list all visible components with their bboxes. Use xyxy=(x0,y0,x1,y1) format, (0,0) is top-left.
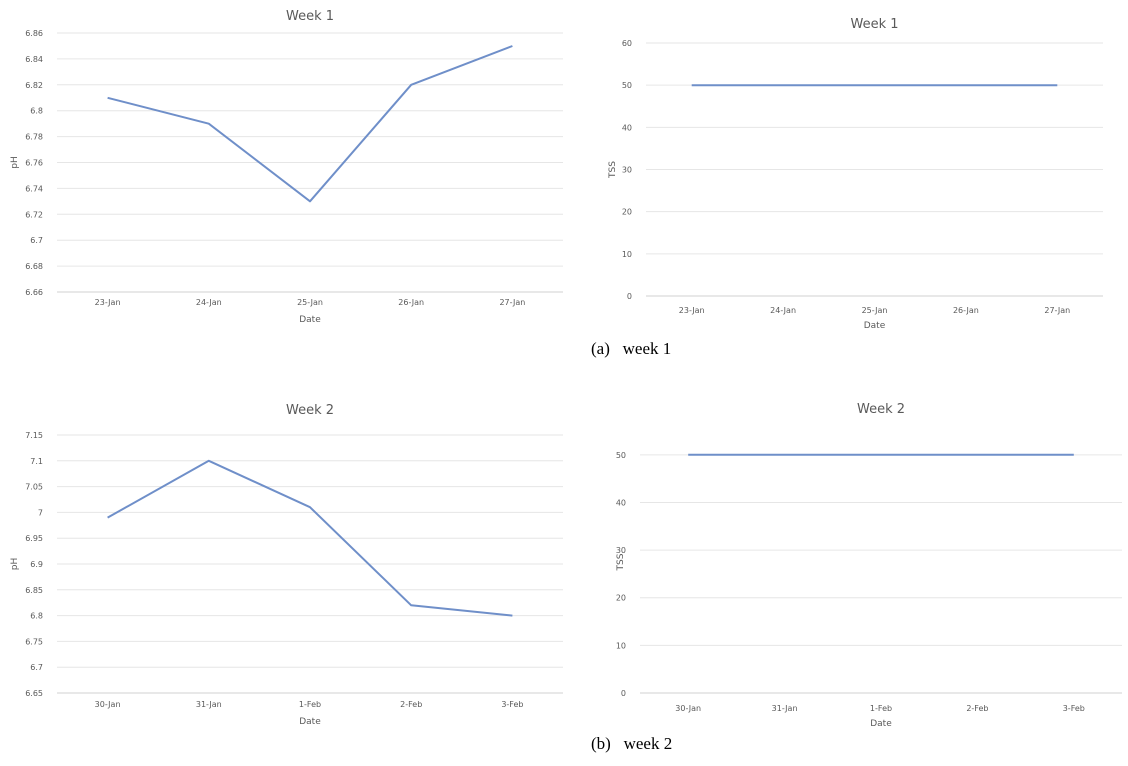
y-tick-label: 6.8 xyxy=(30,612,43,621)
caption-week-2: (b) week 2 xyxy=(591,734,673,753)
x-tick-label: 3-Feb xyxy=(501,700,523,709)
chart-title: Week 2 xyxy=(286,403,334,418)
y-tick-label: 6.7 xyxy=(30,663,43,672)
y-tick-label: 6.84 xyxy=(25,55,43,64)
x-tick-label: 26-Jan xyxy=(953,306,979,315)
x-tick-label: 1-Feb xyxy=(870,704,892,713)
y-tick-label: 40 xyxy=(622,123,632,132)
y-tick-label: 6.75 xyxy=(25,637,43,646)
y-tick-label: 40 xyxy=(616,498,626,507)
y-tick-label: 6.86 xyxy=(25,29,43,38)
y-tick-label: 6.65 xyxy=(25,689,43,698)
y-tick-label: 30 xyxy=(616,546,626,555)
x-tick-label: 27-Jan xyxy=(1044,306,1070,315)
x-axis-label: Date xyxy=(864,321,886,331)
y-tick-label: 6.78 xyxy=(25,133,43,142)
y-tick-label: 20 xyxy=(616,594,626,603)
y-axis-label: TSS xyxy=(608,161,618,179)
x-tick-label: 23-Jan xyxy=(679,306,705,315)
y-tick-label: 10 xyxy=(616,641,626,650)
y-tick-label: 7.15 xyxy=(25,431,43,440)
chart-week1-tss: 0 10 20 30 40 50 60 23-Jan 24-Jan 25-Jan 26-Jan 27-… xyxy=(608,17,1103,331)
y-tick-label: 7.05 xyxy=(25,483,43,492)
x-axis-label: Date xyxy=(870,719,892,729)
x-tick-label: 25-Jan xyxy=(862,306,888,315)
y-tick-label: 0 xyxy=(621,689,626,698)
x-axis-label: Date xyxy=(299,315,321,325)
x-axis-label: Date xyxy=(299,717,321,727)
caption-week-1: (a) week 1 xyxy=(591,339,672,358)
x-tick-label: 31-Jan xyxy=(772,704,798,713)
y-tick-label: 6.95 xyxy=(25,534,43,543)
x-tick-label: 1-Feb xyxy=(299,700,321,709)
y-tick-label: 6.7 xyxy=(30,236,43,245)
x-tick-label: 23-Jan xyxy=(95,298,121,307)
y-tick-label: 0 xyxy=(627,292,632,301)
y-tick-label: 6.82 xyxy=(25,81,43,90)
y-tick-label: 6.8 xyxy=(30,107,43,116)
y-tick-label: 6.74 xyxy=(25,184,43,193)
y-tick-label: 30 xyxy=(622,166,632,175)
y-tick-label: 50 xyxy=(616,451,626,460)
y-tick-label: 6.9 xyxy=(30,560,43,569)
y-tick-label: 6.85 xyxy=(25,586,43,595)
y-axis-label: TSS xyxy=(616,553,626,571)
x-tick-label: 24-Jan xyxy=(770,306,796,315)
chart-title: Week 1 xyxy=(286,9,334,24)
y-tick-label: 6.72 xyxy=(25,210,43,219)
x-tick-label: 27-Jan xyxy=(499,298,525,307)
y-tick-label: 10 xyxy=(622,250,632,259)
chart-title: Week 1 xyxy=(850,17,898,32)
y-tick-label: 50 xyxy=(622,81,632,90)
x-tick-label: 30-Jan xyxy=(675,704,701,713)
chart-week2-ph: 6.65 6.7 6.75 6.8 6.85 6.9 6.95 7 7.05 7.1 7.15 30-… xyxy=(10,403,563,727)
y-tick-label: 6.68 xyxy=(25,262,43,271)
y-tick-label: 60 xyxy=(622,39,632,48)
y-tick-label: 6.66 xyxy=(25,288,43,297)
chart-week2-tss: 0 10 20 30 40 50 30-Jan 31-Jan 1-Feb 2-Feb 3-Feb We… xyxy=(616,402,1122,729)
y-tick-label: 7.1 xyxy=(30,457,43,466)
x-tick-label: 2-Feb xyxy=(966,704,988,713)
chart-title: Week 2 xyxy=(857,402,905,417)
x-tick-label: 26-Jan xyxy=(398,298,424,307)
x-tick-label: 24-Jan xyxy=(196,298,222,307)
x-tick-label: 25-Jan xyxy=(297,298,323,307)
y-axis-label: pH xyxy=(10,156,20,168)
x-tick-label: 2-Feb xyxy=(400,700,422,709)
y-tick-label: 20 xyxy=(622,208,632,217)
y-tick-label: 7 xyxy=(38,508,43,517)
series-line xyxy=(107,459,513,617)
chart-week1-ph: 6.66 6.68 6.7 6.72 6.74 6.76 6.78 6.8 6.82 6.84 6.… xyxy=(10,9,563,325)
y-tick-label: 6.76 xyxy=(25,159,43,168)
x-tick-label: 3-Feb xyxy=(1063,704,1085,713)
series-line xyxy=(107,45,513,203)
y-axis-label: pH xyxy=(10,558,20,570)
x-tick-label: 31-Jan xyxy=(196,700,222,709)
x-tick-label: 30-Jan xyxy=(95,700,121,709)
